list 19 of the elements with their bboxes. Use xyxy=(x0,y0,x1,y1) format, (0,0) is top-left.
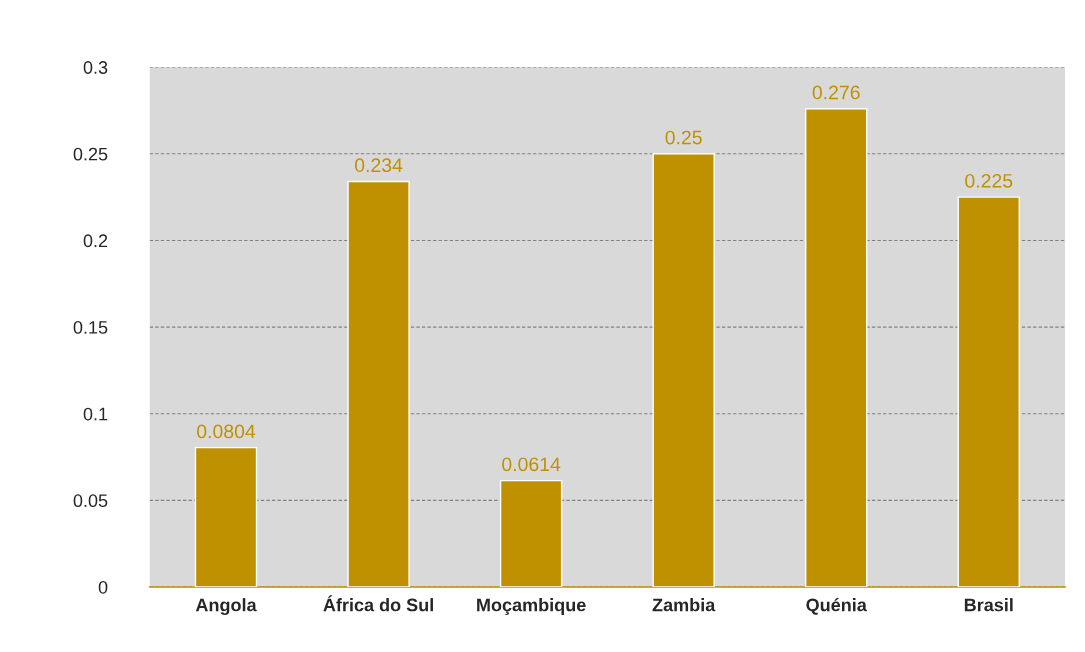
x-tick-label: Angola xyxy=(195,598,257,616)
y-tick-label: 0 xyxy=(98,580,108,594)
y-tick-label: 0.3 xyxy=(83,61,108,74)
data-label: 0.276 xyxy=(812,85,860,100)
x-tick-label: África do Sul xyxy=(323,595,433,612)
y-tick-label: 0.05 xyxy=(73,494,108,508)
y-tick-label: 0.15 xyxy=(73,321,108,334)
x-tick-label: Quénia xyxy=(806,597,867,615)
x-tick-label: Zambia xyxy=(652,598,716,612)
x-tick-label: Moçambique xyxy=(477,598,586,615)
data-label: 0.0804 xyxy=(197,424,256,439)
data-label: 0.25 xyxy=(665,130,702,145)
x-tick-label: Brasil xyxy=(964,598,1013,612)
data-label: 0.234 xyxy=(354,158,403,173)
data-label: 0.0614 xyxy=(502,457,561,472)
y-tick-label: 0.1 xyxy=(83,407,108,421)
y-tick-label: 0.2 xyxy=(83,234,108,248)
data-label: 0.225 xyxy=(965,173,1013,188)
y-tick-label: 0.25 xyxy=(73,147,108,161)
